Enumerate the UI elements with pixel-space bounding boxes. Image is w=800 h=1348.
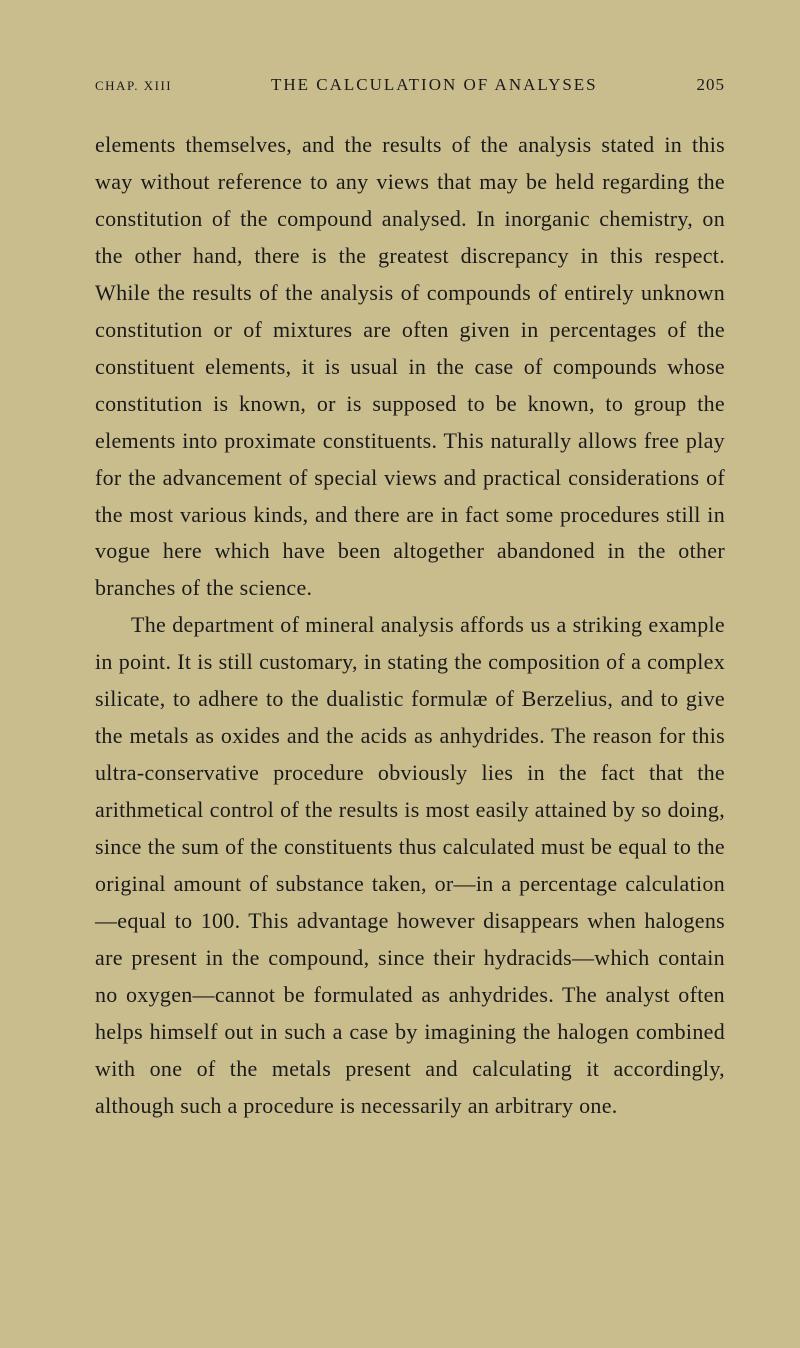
body-text: elements themselves, and the results of … <box>95 127 725 1125</box>
header-title: THE CALCULATION OF ANALYSES <box>271 75 598 95</box>
paragraph-1: elements themselves, and the results of … <box>95 127 725 607</box>
page-container: CHAP. XIII THE CALCULATION OF ANALYSES 2… <box>0 0 800 1348</box>
paragraph-2: The department of mineral analysis affor… <box>95 607 725 1124</box>
page-header: CHAP. XIII THE CALCULATION OF ANALYSES 2… <box>95 75 725 95</box>
chapter-label: CHAP. XIII <box>95 78 172 94</box>
page-number: 205 <box>696 75 725 95</box>
